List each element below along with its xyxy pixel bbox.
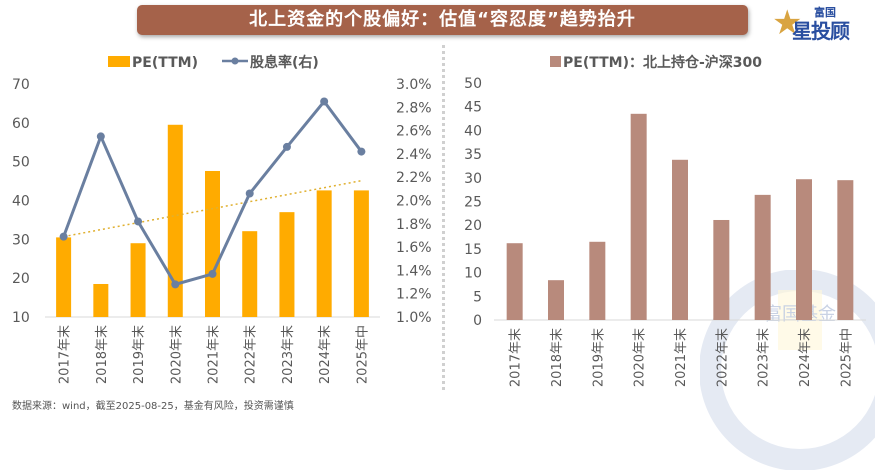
dividend-yield-point — [282, 142, 291, 151]
x-tick-label: 2019年末 — [132, 325, 147, 384]
pe-bar — [205, 170, 220, 317]
legend-label: PE(TTM)：北上持仓-沪深300 — [563, 54, 762, 71]
x-tick-label: 2019年末 — [591, 328, 606, 387]
pe-bar — [279, 212, 295, 317]
pe-diff-bar — [672, 159, 688, 320]
trendline — [63, 179, 362, 238]
logo-small-text: 富国 — [814, 6, 836, 19]
y-tick-label: 35 — [464, 147, 482, 163]
y-left-tick-label: 20 — [12, 271, 30, 287]
pe-diff-bar — [713, 219, 730, 320]
x-tick-label: 2023年末 — [281, 325, 296, 384]
star-icon: ★ — [772, 3, 803, 43]
legend-swatch — [550, 56, 561, 67]
right-chart: 0 5 10 15 20 25 30 35 40 45 50 2017年末 2018年末 2019年末 20… — [464, 54, 866, 387]
left-chart: 10 20 30 40 50 60 70 1.0% 1.2% 1.4% 1.6% 1.8% 2.0% 2.… — [12, 54, 432, 384]
y-right-tick-label: 1.0% — [396, 310, 432, 326]
legend-marker-dividend — [231, 57, 239, 65]
pe-diff-bar — [506, 243, 523, 320]
pe-bar — [316, 190, 332, 317]
x-tick-label: 2017年末 — [509, 328, 524, 387]
pe-diff-bar — [754, 194, 771, 320]
x-tick-label: 2024年末 — [798, 328, 813, 387]
dividend-yield-point — [357, 147, 366, 156]
page-title: 北上资金的个股偏好：估值“容忍度”趋势抬升 — [249, 9, 636, 30]
x-tick-label: 2022年末 — [244, 325, 259, 384]
y-left-tick-label: 30 — [12, 232, 30, 248]
y-right-tick-label: 2.8% — [396, 100, 432, 116]
x-tick-label: 2018年末 — [550, 328, 565, 387]
data-source-note: 数据来源：wind，截至2025-08-25，基金有风险，投资需谨慎 — [12, 401, 294, 412]
logo: ★ 富国 星投顾 — [770, 2, 870, 43]
pe-bar — [56, 237, 72, 317]
pe-diff-bar — [630, 113, 647, 320]
y-tick-label: 10 — [464, 266, 482, 282]
legend-swatch-pe — [108, 56, 130, 67]
x-tick-label: 2020年末 — [169, 325, 184, 384]
dividend-yield-point — [208, 269, 217, 278]
logo-big-text: 星投顾 — [792, 19, 850, 43]
y-right-tick-label: 3.0% — [396, 77, 432, 93]
y-right-tick-label: 1.6% — [396, 240, 432, 256]
y-tick-label: 5 — [473, 289, 482, 305]
x-tick-label: 2017年末 — [58, 325, 73, 384]
x-tick-label: 2023年末 — [757, 328, 772, 387]
chart-divider — [442, 45, 445, 390]
y-tick-label: 30 — [464, 171, 482, 187]
y-tick-label: 15 — [464, 242, 482, 258]
x-tick-label: 2018年末 — [95, 325, 110, 384]
legend-label-pe: PE(TTM) — [132, 55, 198, 71]
y-right-tick-label: 2.0% — [396, 194, 432, 210]
dividend-yield-point — [245, 189, 254, 198]
dividend-yield-point — [134, 217, 143, 226]
pe-diff-bar — [796, 179, 812, 320]
title-banner: 北上资金的个股偏好：估值“容忍度”趋势抬升 — [137, 5, 748, 35]
y-right-tick-label: 1.2% — [396, 287, 432, 303]
x-tick-label: 2021年末 — [207, 325, 222, 384]
y-left-tick-label: 10 — [12, 310, 30, 326]
x-tick-label: 2025年中 — [355, 325, 370, 384]
pe-diff-bar — [548, 280, 564, 320]
dividend-yield-point — [59, 232, 68, 241]
pe-diff-bar — [589, 241, 606, 320]
y-right-tick-label: 2.4% — [396, 147, 432, 163]
y-tick-label: 25 — [464, 195, 482, 211]
x-tick-label: 2021年末 — [674, 328, 689, 387]
y-left-tick-label: 70 — [12, 77, 30, 93]
charts-canvas: 102030405060701.0%1.2%1.4%1.6%1.8%2.0%2.… — [12, 54, 866, 387]
y-tick-label: 20 — [464, 218, 482, 234]
x-tick-label: 2025年中 — [839, 328, 854, 387]
pe-bar — [167, 124, 183, 318]
dividend-yield-point — [96, 132, 105, 141]
dividend-yield-point — [320, 97, 329, 106]
pe-bar — [242, 231, 258, 317]
y-right-tick-label: 1.4% — [396, 263, 432, 279]
pe-bar — [130, 243, 146, 317]
pe-diff-bar — [837, 180, 854, 320]
pe-bar — [353, 190, 369, 317]
y-right-tick-label: 1.8% — [396, 217, 432, 233]
y-right-tick-label: 2.2% — [396, 170, 432, 186]
y-left-tick-label: 40 — [12, 194, 30, 210]
pe-bar — [93, 283, 109, 317]
x-tick-label: 2022年末 — [715, 328, 730, 387]
x-tick-label: 2020年末 — [633, 328, 648, 387]
y-left-tick-label: 50 — [12, 155, 30, 171]
legend-label-dividend: 股息率(右) — [250, 54, 319, 71]
y-tick-label: 40 — [464, 123, 482, 139]
y-tick-label: 45 — [464, 100, 482, 116]
y-left-tick-label: 60 — [12, 116, 30, 132]
y-tick-label: 0 — [473, 313, 482, 329]
dividend-yield-point — [171, 280, 180, 289]
x-tick-label: 2024年末 — [318, 325, 333, 384]
y-right-tick-label: 2.6% — [396, 124, 432, 140]
y-tick-label: 50 — [464, 76, 482, 92]
